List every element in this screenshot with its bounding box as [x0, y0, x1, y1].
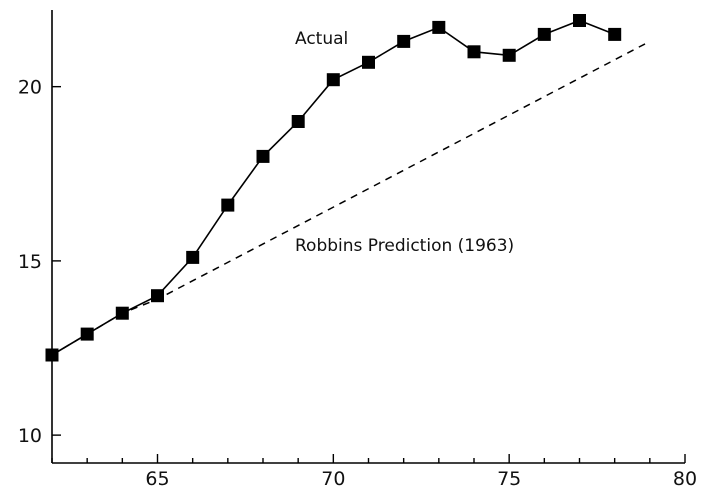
- y-tick-label: 10: [18, 425, 42, 447]
- data-point-actual: [467, 45, 481, 59]
- x-tick-label: 70: [321, 468, 345, 490]
- series-line-actual: [51, 19, 615, 356]
- data-point-actual: [151, 289, 164, 303]
- y-tick-label: 20: [18, 77, 42, 99]
- data-point-actual: [537, 27, 551, 41]
- series-layer: [45, 14, 651, 362]
- data-point-actual: [186, 250, 200, 264]
- x-tick-label: 75: [497, 468, 521, 490]
- data-point-actual: [221, 198, 235, 212]
- x-tick-label: 65: [145, 468, 169, 490]
- annotations: Actual Robbins Prediction (1963): [295, 29, 514, 256]
- data-point-actual: [432, 20, 446, 34]
- data-point-actual: [573, 14, 586, 27]
- data-point-actual: [362, 55, 375, 69]
- data-point-actual: [608, 27, 622, 41]
- y-tick-label: 15: [18, 251, 42, 273]
- data-point-actual: [502, 48, 516, 62]
- ticks: 65 70 75 80 10 15 20: [18, 77, 697, 490]
- data-point-actual: [256, 149, 270, 163]
- data-point-actual: [397, 34, 411, 48]
- x-tick-label: 80: [673, 468, 697, 490]
- series-label-actual: Actual: [295, 29, 348, 49]
- data-point-actual: [291, 115, 305, 128]
- data-point-actual: [326, 73, 340, 87]
- series-label-robbins-prediction: Robbins Prediction (1963): [295, 236, 514, 256]
- series-line-robbins-prediction: [51, 40, 651, 356]
